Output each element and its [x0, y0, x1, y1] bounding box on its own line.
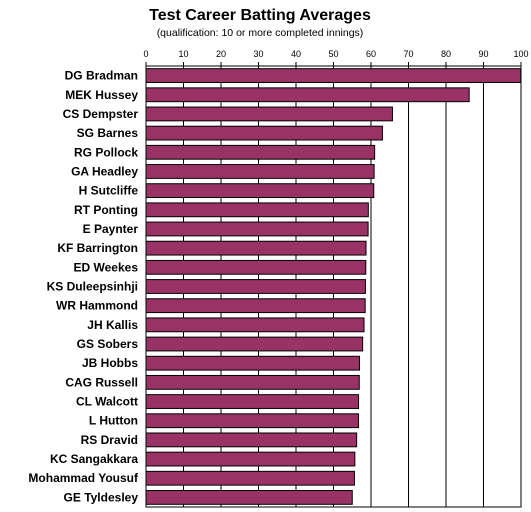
bar-19 [145, 432, 358, 448]
category-label-10: ED Weekes [74, 260, 139, 274]
category-label-4: RG Pollock [74, 145, 138, 159]
bar-5 [145, 164, 375, 179]
bar-8 [145, 221, 369, 237]
bar-10 [145, 259, 367, 275]
category-label-5: GA Headley [71, 164, 138, 178]
tick-label-60: 60 [366, 49, 376, 59]
bar-13 [145, 317, 365, 333]
bar-7 [145, 202, 369, 218]
category-label-12: WR Hammond [56, 299, 138, 313]
bar-1 [145, 87, 470, 103]
category-label-8: E Paynter [83, 222, 139, 236]
category-label-1: MEK Hussey [65, 88, 138, 102]
category-label-6: H Sutcliffe [79, 184, 139, 198]
category-label-14: GS Sobers [77, 337, 139, 351]
category-label-20: KC Sangakkara [50, 452, 138, 466]
tick-label-100: 100 [513, 49, 528, 59]
category-label-19: RS Dravid [81, 433, 138, 447]
x-axis-ticks: 0 10 20 30 40 50 60 70 80 90 100 [143, 49, 529, 66]
bar-4 [145, 144, 376, 160]
category-label-3: SG Barnes [77, 126, 139, 140]
bar-21 [145, 470, 355, 486]
bar-20 [145, 451, 356, 467]
category-label-18: L Hutton [89, 414, 138, 428]
tick-label-10: 10 [178, 49, 188, 59]
category-label-7: RT Ponting [74, 203, 138, 217]
category-label-13: JH Kallis [87, 318, 138, 332]
category-label-11: KS Duleepsinhji [47, 280, 138, 294]
bar-9 [145, 240, 367, 256]
category-label-0: DG Bradman [65, 69, 138, 83]
bar-12 [145, 298, 366, 314]
bar-6 [145, 183, 375, 199]
bar-16 [145, 374, 360, 390]
tick-label-90: 90 [478, 49, 488, 59]
category-label-21: Mohammad Yousuf [28, 471, 139, 485]
category-label-2: CS Dempster [63, 107, 139, 121]
bar-14 [145, 336, 364, 352]
category-label-15: JB Hobbs [82, 356, 138, 370]
bar-11 [145, 279, 366, 294]
bar-22 [145, 490, 353, 505]
tick-label-80: 80 [441, 49, 451, 59]
category-label-22: GE Tyldesley [64, 490, 139, 504]
tick-label-40: 40 [291, 49, 301, 59]
category-labels: DG Bradman MEK Hussey CS Dempster SG Barnes… [28, 69, 139, 505]
category-label-16: CAG Russell [65, 375, 138, 389]
bar-3 [145, 125, 383, 141]
plot-area [145, 62, 522, 508]
chart-title: Test Career Batting Averages [149, 7, 371, 24]
tick-label-20: 20 [216, 49, 226, 59]
tick-label-0: 0 [143, 49, 148, 59]
bar-15 [145, 355, 361, 371]
chart-subtitle: (qualification: 10 or more completed inn… [157, 27, 364, 39]
tick-label-50: 50 [328, 49, 338, 59]
bar-2 [145, 106, 393, 122]
bar-17 [145, 394, 360, 409]
tick-label-30: 30 [253, 49, 263, 59]
bar-0 [145, 68, 522, 83]
category-label-9: KF Barrington [57, 241, 138, 255]
bar-18 [145, 413, 360, 429]
tick-label-70: 70 [403, 49, 413, 59]
category-label-17: CL Walcott [76, 395, 138, 409]
